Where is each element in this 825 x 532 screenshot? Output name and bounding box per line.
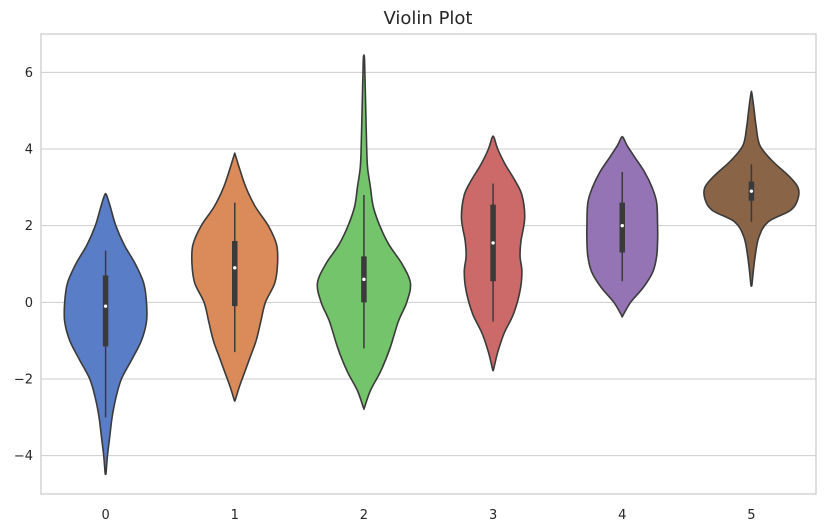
median-point (233, 266, 237, 270)
median-point (103, 304, 108, 308)
plot-frame (40, 33, 817, 495)
y-axis-ticks: −4 −2 0 2 4 6 (14, 66, 33, 464)
median-point (620, 223, 624, 228)
median-point (749, 189, 754, 193)
chart-title: Violin Plot (384, 8, 473, 29)
x-tick-label: 0 (101, 508, 109, 523)
median-point (491, 241, 495, 245)
x-tick-label: 1 (231, 508, 239, 523)
violin-5 (703, 90, 800, 287)
y-tick-label: −2 (14, 373, 33, 388)
violins (63, 54, 800, 475)
x-tick-label: 5 (747, 508, 755, 523)
y-tick-label: 2 (25, 219, 33, 234)
violin-3 (460, 135, 526, 372)
violin-2 (316, 54, 412, 410)
y-tick-label: −4 (14, 449, 33, 464)
y-tick-label: 0 (25, 296, 33, 311)
violin-4 (585, 135, 659, 318)
x-tick-label: 2 (360, 508, 368, 523)
y-tick-label: 6 (25, 66, 33, 81)
x-tick-label: 3 (489, 508, 497, 523)
violin-0 (63, 192, 148, 475)
x-axis-ticks: 0 1 2 3 4 5 (101, 508, 755, 523)
x-tick-label: 4 (618, 508, 626, 523)
y-tick-label: 4 (25, 143, 33, 158)
violin-1 (190, 152, 279, 402)
median-point (362, 277, 366, 282)
gridlines (41, 71, 816, 457)
